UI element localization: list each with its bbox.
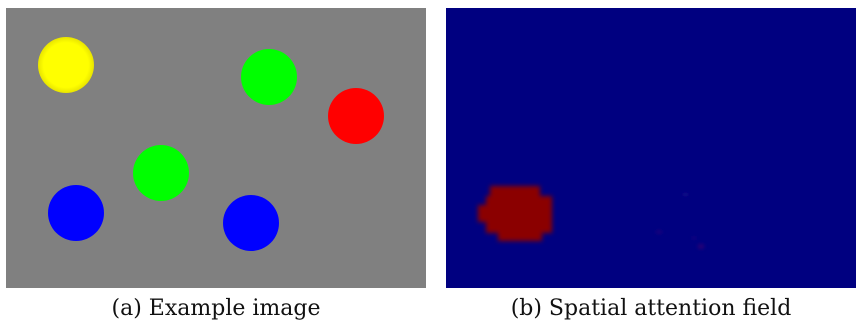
- blue-circle: [48, 185, 104, 241]
- green-circle: [133, 145, 189, 201]
- example-image: [6, 8, 426, 288]
- example-image-panel: [6, 8, 426, 288]
- green-circle: [241, 49, 297, 105]
- yellow-circle: [38, 37, 94, 93]
- caption-example-image: (a) Example image: [111, 296, 321, 321]
- blue-circle: [223, 195, 279, 251]
- caption-spatial-attention-field: (b) Spatial attention field: [510, 296, 792, 321]
- faint-attention-spots: [656, 193, 704, 249]
- red-circle: [328, 88, 384, 144]
- attention-hotspot: [478, 186, 552, 241]
- attention-field-panel: [446, 8, 856, 288]
- spatial-attention-field: [446, 8, 856, 288]
- attention-field-background: [446, 8, 856, 288]
